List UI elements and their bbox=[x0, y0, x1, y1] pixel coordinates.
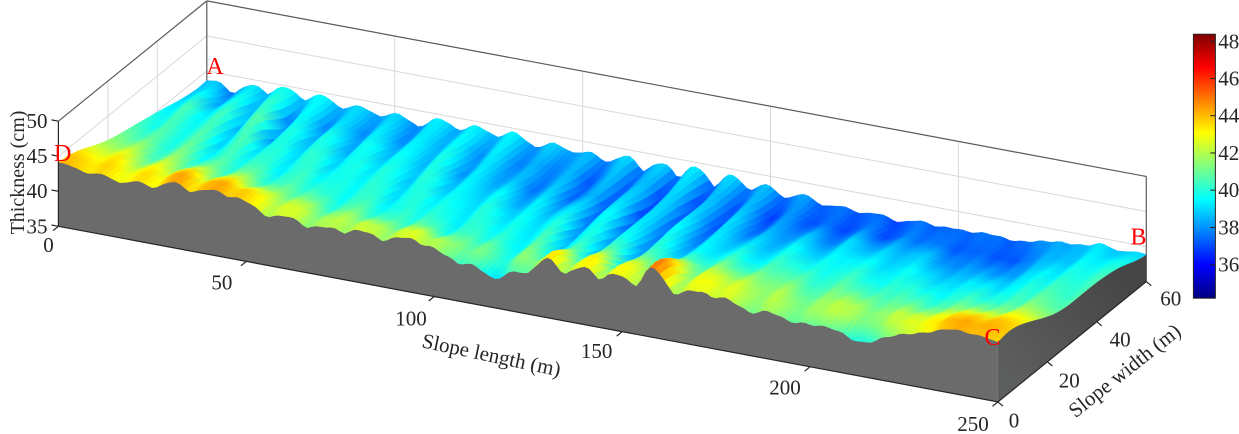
svg-text:B: B bbox=[1130, 225, 1146, 251]
svg-text:45: 45 bbox=[27, 144, 48, 168]
svg-text:150: 150 bbox=[581, 339, 613, 363]
svg-text:Thickness (cm): Thickness (cm) bbox=[7, 111, 29, 235]
svg-text:60: 60 bbox=[1160, 286, 1181, 310]
svg-text:100: 100 bbox=[395, 307, 427, 331]
svg-text:50: 50 bbox=[27, 109, 48, 133]
svg-text:44: 44 bbox=[1218, 104, 1239, 128]
svg-text:35: 35 bbox=[27, 214, 48, 238]
svg-text:0: 0 bbox=[1009, 408, 1020, 432]
svg-text:50: 50 bbox=[211, 271, 232, 295]
svg-text:36: 36 bbox=[1218, 253, 1239, 277]
svg-text:200: 200 bbox=[769, 375, 801, 399]
svg-text:0: 0 bbox=[43, 233, 54, 257]
svg-text:C: C bbox=[984, 325, 1000, 351]
svg-text:48: 48 bbox=[1218, 29, 1239, 53]
svg-text:40: 40 bbox=[1218, 178, 1239, 202]
svg-text:40: 40 bbox=[27, 179, 48, 203]
svg-text:250: 250 bbox=[957, 412, 989, 434]
svg-text:D: D bbox=[54, 141, 71, 167]
svg-text:42: 42 bbox=[1218, 141, 1239, 165]
svg-text:38: 38 bbox=[1218, 216, 1239, 240]
svg-text:46: 46 bbox=[1218, 67, 1239, 91]
svg-text:20: 20 bbox=[1059, 368, 1080, 392]
svg-text:A: A bbox=[206, 54, 224, 80]
svg-text:40: 40 bbox=[1110, 328, 1131, 352]
